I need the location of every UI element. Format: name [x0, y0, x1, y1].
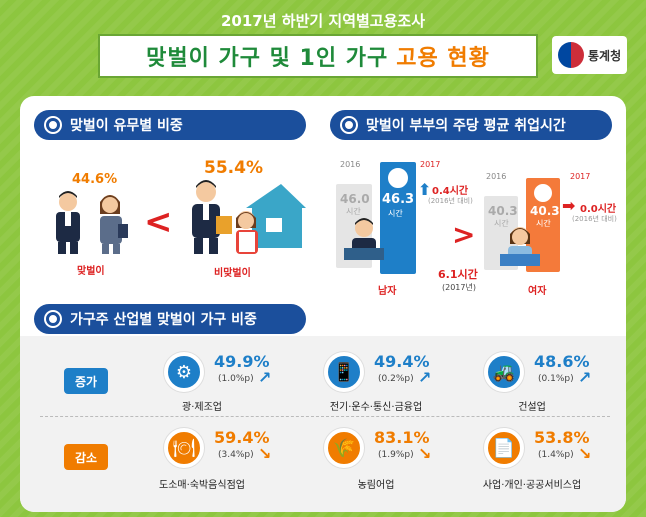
male-curr-value: 46.3 — [382, 192, 415, 207]
industry-label: 전기·운수·통신·금융업 — [329, 402, 423, 413]
bullet-icon — [342, 118, 356, 132]
phone-icon: 📱 — [324, 352, 364, 392]
wheat-icon: 🌾 — [324, 428, 364, 468]
industry-pct: 83.1% — [374, 428, 430, 447]
female-curr-value: 40.3 — [530, 204, 560, 218]
male-year-curr: 2017 — [420, 160, 441, 169]
male-prev-unit: 시간 — [346, 207, 361, 216]
industry-pct: 49.4% — [374, 352, 430, 371]
industry-change: (1.4%p) — [538, 450, 574, 460]
section-dual-income-ratio-heading: 맞벌이 유무별 비중 — [34, 110, 306, 140]
male-change-note: (2016년 대비) — [428, 197, 473, 205]
industry-change: (1.0%p) — [218, 374, 254, 384]
industry-pct: 59.4% — [214, 428, 270, 447]
section-industry-heading: 가구주 산업별 맞벌이 가구 비중 — [34, 304, 306, 334]
industry-pct: 48.6% — [534, 352, 590, 371]
male-worker-icon — [344, 218, 384, 260]
excavator-icon: 🚜 — [484, 352, 524, 392]
industry-label: 건설업 — [518, 402, 546, 413]
section-heading-text: 맞벌이 유무별 비중 — [70, 118, 183, 134]
industry-label: 도소매·숙박음식점업 — [159, 480, 245, 491]
industry-label: 광·제조업 — [182, 402, 222, 413]
industry-label: 사업·개인·공공서비스업 — [482, 480, 582, 491]
female-prev-value: 40.3 — [488, 204, 518, 218]
divider — [40, 416, 610, 417]
clock-icon — [386, 166, 410, 190]
female-year-curr: 2017 — [570, 172, 591, 181]
industry-pct: 53.8% — [534, 428, 590, 447]
dish-icon: 🍽 — [164, 428, 204, 468]
logo-text: 통계청 — [588, 48, 622, 63]
title-accent: 고용 현황 — [396, 46, 490, 71]
bullet-icon — [46, 312, 60, 326]
male-label: 남자 — [378, 286, 397, 297]
male-curr-unit: 시간 — [388, 209, 403, 218]
dual-income-couple-icon — [56, 191, 128, 254]
increase-arrow-icon: ↗ — [258, 368, 272, 387]
industry-area — [20, 336, 626, 512]
page-subtitle: 2017년 하반기 지역별고용조사 — [221, 12, 425, 30]
decrease-tag: 감소 — [64, 444, 108, 470]
document-icon: 📄 — [484, 428, 524, 468]
male-change: 0.4시간 — [432, 186, 469, 197]
dual-income-label: 맞벌이 — [77, 266, 105, 277]
equal-arrow-icon: ➡ — [562, 196, 576, 215]
title-main: 맞벌이 가구 및 1인 가구 — [146, 46, 389, 71]
section-weekly-hours-heading: 맞벌이 부부의 주당 평균 취업시간 — [330, 110, 612, 140]
increase-tag: 증가 — [64, 368, 108, 394]
gap-note: (2017년) — [442, 283, 476, 292]
increase-arrow-icon: ↗ — [418, 368, 432, 387]
gear-icon: ⚙ — [164, 352, 204, 392]
statistics-korea-logo: 통계청 — [552, 36, 628, 74]
increase-arrow-icon: ⬆ — [418, 180, 432, 199]
female-change: 0.0시간 — [580, 204, 617, 215]
female-prev-unit: 시간 — [494, 219, 509, 228]
female-change-note: (2016년 대비) — [572, 215, 617, 223]
non-dual-income-family-icon — [192, 180, 306, 254]
non-dual-income-label: 비맞벌이 — [214, 268, 251, 279]
decrease-arrow-icon: ↘ — [258, 444, 272, 463]
male-prev-value: 46.0 — [340, 192, 370, 206]
less-than-sign: < — [144, 202, 173, 242]
dual-income-pct: 44.6% — [72, 172, 118, 187]
female-curr-unit: 시간 — [536, 219, 551, 228]
male-year-prev: 2016 — [340, 160, 361, 169]
gap-arrow-icon: > — [452, 218, 476, 251]
industry-change: (0.1%p) — [538, 374, 574, 384]
section-heading-text: 맞벌이 부부의 주당 평균 취업시간 — [366, 118, 566, 134]
industry-change: (1.9%p) — [378, 450, 414, 460]
page-title: 맞벌이 가구 및 1인 가구 고용 현황 — [98, 34, 538, 78]
non-dual-income-pct: 55.4% — [204, 158, 263, 178]
female-worker-icon — [500, 227, 540, 266]
gap-value: 6.1시간 — [438, 268, 478, 281]
clock-icon — [532, 182, 554, 204]
section-heading-text: 가구주 산업별 맞벌이 가구 비중 — [70, 312, 257, 328]
female-year-prev: 2016 — [486, 172, 507, 181]
decrease-arrow-icon: ↘ — [578, 444, 592, 463]
industry-change: (3.4%p) — [218, 450, 254, 460]
increase-arrow-icon: ↗ — [578, 368, 592, 387]
industry-pct: 49.9% — [214, 352, 270, 371]
industry-label: 농림어업 — [357, 480, 395, 491]
industry-change: (0.2%p) — [378, 374, 414, 384]
taegeuk-icon — [558, 42, 584, 68]
decrease-arrow-icon: ↘ — [418, 444, 432, 463]
bullet-icon — [46, 118, 60, 132]
female-label: 여자 — [528, 286, 547, 297]
